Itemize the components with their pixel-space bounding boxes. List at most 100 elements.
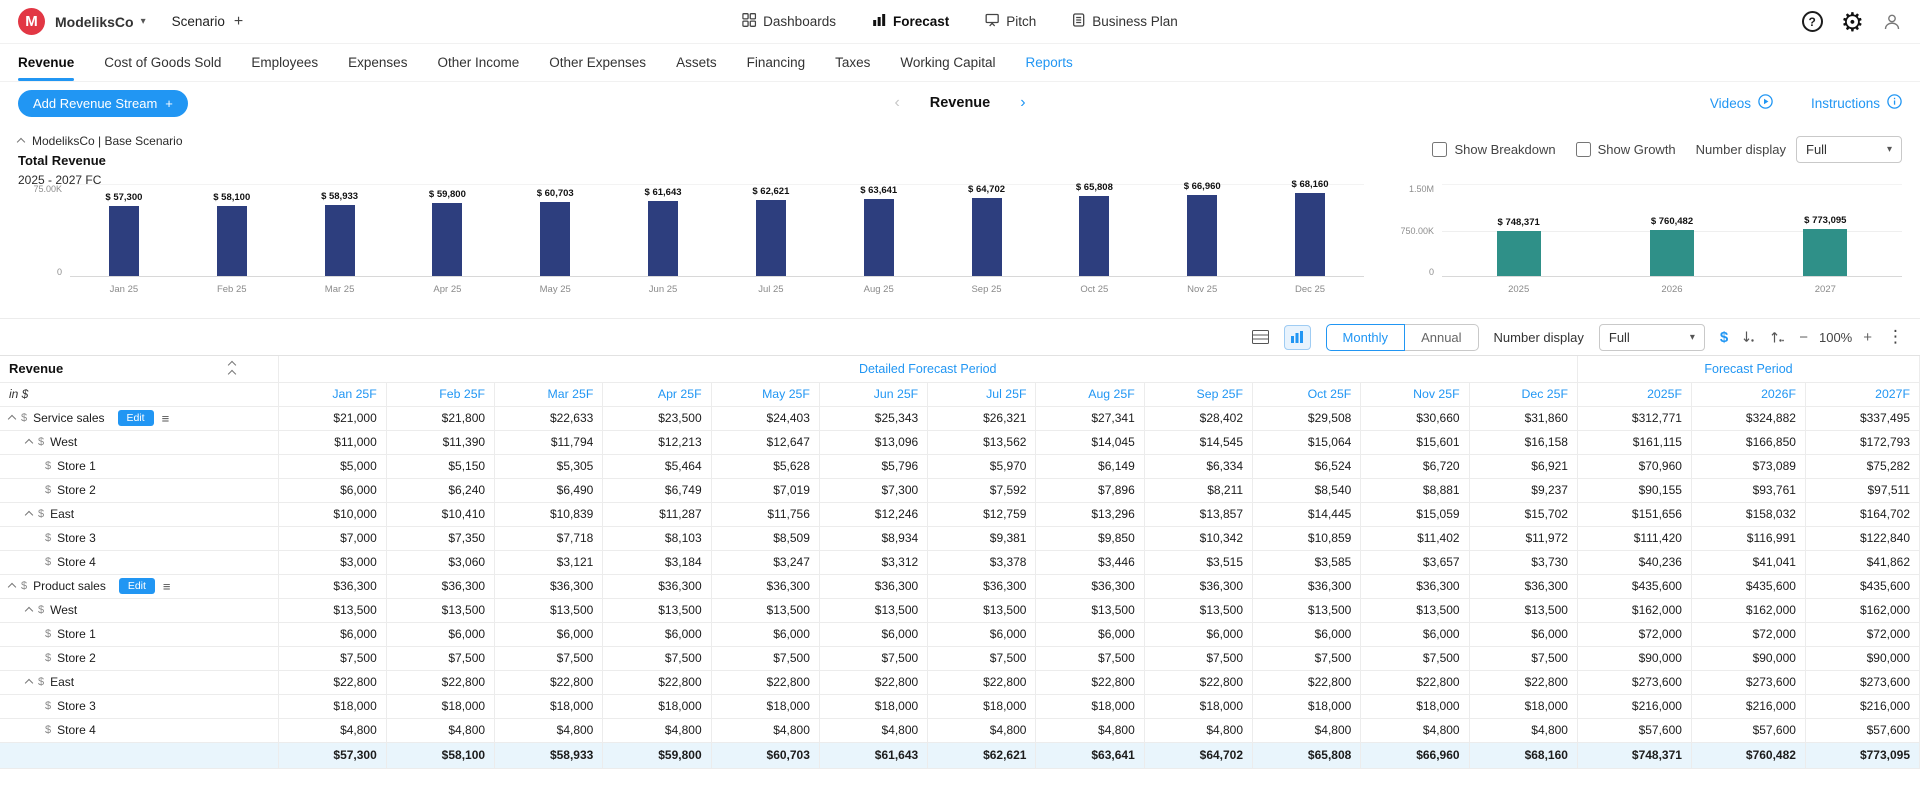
cell-value[interactable]: $162,000 [1805,598,1920,623]
collapse-row-icon[interactable] [24,438,34,448]
cell-value[interactable]: $435,600 [1576,574,1692,599]
cell-value[interactable]: $70,960 [1576,454,1692,479]
cell-value[interactable]: $22,800 [494,670,604,695]
cell-value[interactable]: $3,585 [1252,550,1362,575]
cell-value[interactable]: $29,508 [1252,406,1362,431]
edit-button[interactable]: Edit [118,578,155,594]
cell-value[interactable]: $151,656 [1576,502,1692,527]
cell-value[interactable]: $7,500 [819,646,929,671]
cell-value[interactable]: $90,000 [1805,646,1920,671]
cell-value[interactable]: $18,000 [386,694,496,719]
cell-value[interactable]: $12,213 [602,430,712,455]
cell-value[interactable]: $11,756 [711,502,820,527]
cell-value[interactable]: $3,121 [494,550,604,575]
cell-value[interactable]: $18,000 [1035,694,1145,719]
cell-value[interactable]: $9,237 [1469,478,1578,503]
add-scenario-icon[interactable]: + [233,12,244,30]
show-growth-checkbox[interactable]: Show Growth [1575,142,1676,157]
cell-value[interactable]: $6,000 [1469,622,1578,647]
cell-value[interactable]: $22,800 [1469,670,1578,695]
cell-value[interactable]: $116,991 [1691,526,1806,551]
cell-value[interactable]: $6,240 [386,478,496,503]
cell-value[interactable]: $73,089 [1691,454,1806,479]
currency-icon[interactable]: $ [1719,328,1729,346]
cell-value[interactable]: $10,342 [1144,526,1254,551]
tab-expenses[interactable]: Expenses [348,55,408,70]
cell-value[interactable]: $7,000 [278,526,387,551]
cell-value[interactable]: $18,000 [819,694,929,719]
nav-item-dashboards[interactable]: Dashboards [742,13,836,30]
cell-value[interactable]: $21,000 [278,406,387,431]
cell-value[interactable]: $4,800 [927,718,1037,743]
cell-value[interactable]: $36,300 [1035,574,1145,599]
cell-value[interactable]: $10,839 [494,502,604,527]
cell-value[interactable]: $13,296 [1035,502,1145,527]
show-growth-input[interactable] [1575,142,1591,157]
table-view-icon[interactable] [1251,330,1269,344]
cell-value[interactable]: $41,041 [1691,550,1806,575]
cell-value[interactable]: $273,600 [1691,670,1806,695]
cell-value[interactable]: $10,859 [1252,526,1362,551]
tab-other-income[interactable]: Other Income [437,55,520,70]
cell-value[interactable]: $22,800 [819,670,929,695]
cell-value[interactable]: $11,402 [1360,526,1470,551]
cell-value[interactable]: $13,500 [278,598,387,623]
cell-value[interactable]: $6,524 [1252,454,1362,479]
cell-value[interactable]: $57,600 [1805,718,1920,743]
cell-value[interactable]: $164,702 [1805,502,1920,527]
cell-value[interactable]: $6,000 [1035,622,1145,647]
cell-value[interactable]: $4,800 [1252,718,1362,743]
cell-value[interactable]: $3,312 [819,550,929,575]
cell-value[interactable]: $6,490 [494,478,604,503]
nav-item-business-plan[interactable]: Business Plan [1072,13,1178,30]
decimal-decrease-icon[interactable] [1743,330,1756,344]
scenario-menu[interactable]: Scenario + [172,13,244,31]
help-icon[interactable]: ? [1801,11,1823,32]
add-revenue-stream-button[interactable]: Add Revenue Stream + [18,89,188,117]
edit-button[interactable]: Edit [117,410,154,426]
cell-value[interactable]: $36,300 [1360,574,1470,599]
cell-value[interactable]: $3,515 [1144,550,1254,575]
cell-value[interactable]: $4,800 [1469,718,1578,743]
videos-link[interactable]: Videos [1710,94,1773,112]
cell-value[interactable]: $13,500 [819,598,929,623]
annual-toggle-button[interactable]: Annual [1405,323,1479,351]
cell-value[interactable]: $3,730 [1469,550,1578,575]
cell-value[interactable]: $23,500 [602,406,712,431]
cell-value[interactable]: $11,000 [278,430,387,455]
cell-value[interactable]: $7,500 [927,646,1037,671]
cell-value[interactable]: $4,800 [1035,718,1145,743]
cell-value[interactable]: $13,500 [602,598,712,623]
collapse-row-icon[interactable] [24,510,34,520]
cell-value[interactable]: $7,500 [1035,646,1145,671]
nav-item-forecast[interactable]: Forecast [872,13,949,30]
cell-value[interactable]: $7,500 [1252,646,1362,671]
cell-value[interactable]: $15,702 [1469,502,1578,527]
cell-value[interactable]: $7,500 [386,646,496,671]
cell-value[interactable]: $7,896 [1035,478,1145,503]
cell-value[interactable]: $22,800 [386,670,496,695]
cell-value[interactable]: $13,096 [819,430,929,455]
cell-value[interactable]: $7,718 [494,526,604,551]
cell-value[interactable]: $3,247 [711,550,820,575]
cell-value[interactable]: $22,800 [1144,670,1254,695]
cell-value[interactable]: $27,341 [1035,406,1145,431]
cell-value[interactable]: $18,000 [494,694,604,719]
cell-value[interactable]: $28,402 [1144,406,1254,431]
cell-value[interactable]: $22,800 [1360,670,1470,695]
cell-value[interactable]: $4,800 [278,718,387,743]
collapse-row-icon[interactable] [24,606,34,616]
cell-value[interactable]: $18,000 [1469,694,1578,719]
cell-value[interactable]: $5,970 [927,454,1037,479]
cell-value[interactable]: $7,350 [386,526,496,551]
tab-financing[interactable]: Financing [746,55,806,70]
cell-value[interactable]: $5,464 [602,454,712,479]
cell-value[interactable]: $5,796 [819,454,929,479]
cell-value[interactable]: $4,800 [602,718,712,743]
cell-value[interactable]: $18,000 [1144,694,1254,719]
cell-value[interactable]: $22,800 [1252,670,1362,695]
cell-value[interactable]: $30,660 [1360,406,1470,431]
cell-value[interactable]: $36,300 [711,574,820,599]
cell-value[interactable]: $13,500 [1360,598,1470,623]
cell-value[interactable]: $26,321 [927,406,1037,431]
